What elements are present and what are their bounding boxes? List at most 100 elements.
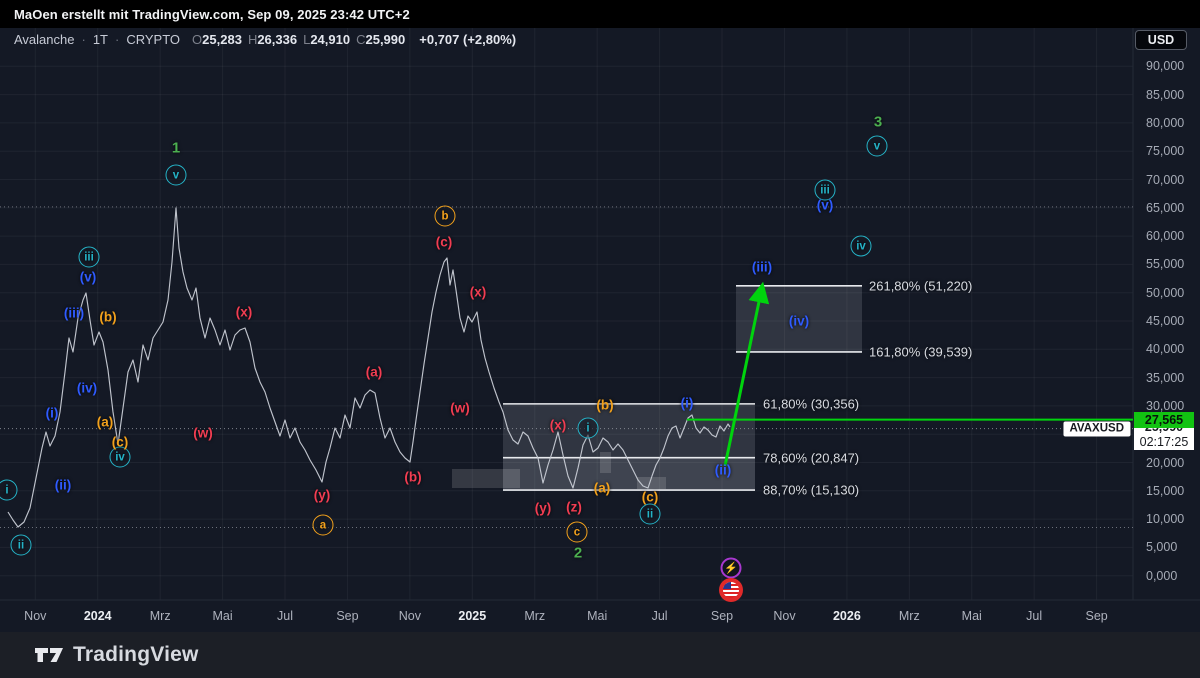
wave-label-iii[interactable]: iii — [78, 246, 100, 268]
separator-dot: · — [81, 32, 86, 47]
time-tick-label: Mai — [961, 609, 982, 623]
time-tick-label: Mrz — [898, 609, 920, 623]
wave-label-i[interactable]: i — [577, 417, 599, 439]
wave-label-iv[interactable]: (iv) — [788, 313, 810, 329]
wave-label-a[interactable]: (a) — [593, 480, 611, 496]
price-tick-label: 80,000 — [1146, 115, 1185, 130]
price-tick-label: 50,000 — [1146, 285, 1185, 300]
event-lightning-icon[interactable]: ⚡ — [720, 557, 742, 579]
wave-label-c[interactable]: (c) — [641, 489, 659, 505]
symbol-info-row: Avalanche · 1T · CRYPTO O25,283 H26,336 L2… — [14, 32, 516, 47]
us-flag-icon — [723, 582, 739, 598]
fib-level-label: 88,70% (15,130) — [763, 482, 860, 498]
wave-label-c[interactable]: (c) — [435, 234, 453, 250]
price-tick-label: 5,000 — [1146, 540, 1178, 555]
wave-label-iv[interactable]: iv — [850, 235, 872, 257]
wave-label-2[interactable]: 2 — [573, 544, 583, 562]
wave-label-iv[interactable]: (iv) — [76, 380, 98, 396]
time-tick-label: 2026 — [832, 609, 861, 623]
wave-label-b[interactable]: (b) — [596, 397, 614, 413]
wave-label-v[interactable]: (v) — [816, 197, 834, 213]
price-tick-label: 20,000 — [1146, 455, 1185, 470]
wave-label-a[interactable]: a — [312, 514, 334, 536]
separator-dot: · — [115, 32, 120, 47]
wave-label-iii[interactable]: (iii) — [751, 259, 773, 275]
event-us-flag-icon[interactable] — [719, 578, 743, 602]
wave-label-i[interactable]: (i) — [45, 405, 59, 421]
price-tick-label: 40,000 — [1146, 342, 1185, 357]
ohlc-letter: L — [303, 32, 311, 47]
wave-label-x[interactable]: (x) — [235, 304, 253, 320]
price-tick-label: 60,000 — [1146, 229, 1185, 244]
wave-label-y[interactable]: (y) — [534, 500, 552, 516]
wave-label-w[interactable]: (w) — [450, 400, 470, 416]
wave-label-c[interactable]: (c) — [111, 434, 129, 450]
watermark-text: MaOen erstellt mit TradingView.com, Sep … — [14, 6, 410, 22]
price-tick-label: 90,000 — [1146, 59, 1185, 74]
ohlc-value: 25,283 — [202, 32, 242, 47]
wave-label-iii[interactable]: iii — [814, 179, 836, 201]
wave-label-3[interactable]: 3 — [873, 113, 883, 131]
wave-label-1[interactable]: 1 — [171, 139, 181, 157]
currency-usd-button[interactable]: USD — [1135, 30, 1187, 50]
wave-label-y[interactable]: (y) — [313, 487, 331, 503]
wave-label-i[interactable]: (i) — [680, 395, 694, 411]
price-chart-canvas[interactable] — [0, 28, 1200, 632]
wave-label-b[interactable]: (b) — [404, 469, 422, 485]
wave-label-i[interactable]: i — [0, 479, 18, 501]
price-tick-label: 15,000 — [1146, 483, 1185, 498]
time-tick-label: Jul — [277, 609, 294, 623]
price-tick-label: 35,000 — [1146, 370, 1185, 385]
tradingview-logo[interactable]: TradingView — [34, 643, 199, 667]
wave-label-b[interactable]: b — [434, 205, 456, 227]
price-tick-label: 0,000 — [1146, 568, 1178, 583]
fib-level-label: 261,80% (51,220) — [869, 278, 973, 294]
price-tick-label: 85,000 — [1146, 87, 1185, 102]
wave-label-z[interactable]: (z) — [566, 499, 582, 515]
wave-label-iii[interactable]: (iii) — [63, 305, 85, 321]
wave-label-x[interactable]: (x) — [549, 417, 567, 433]
wave-label-a[interactable]: (a) — [96, 414, 114, 430]
green-level-price-tag: 27,565 — [1134, 411, 1194, 428]
symbol-price-pill: AVAXUSD — [1063, 421, 1130, 437]
time-tick-label: Sep — [336, 609, 359, 623]
ohlc-value: 24,910 — [310, 32, 351, 47]
wave-label-ii[interactable]: (ii) — [54, 477, 72, 493]
time-tick-label: Mai — [587, 609, 608, 623]
wave-label-w[interactable]: (w) — [193, 425, 213, 441]
price-tick-label: 55,000 — [1146, 257, 1185, 272]
wave-label-c[interactable]: c — [566, 521, 588, 543]
price-tick-label: 30,000 — [1146, 398, 1185, 413]
tradingview-logo-icon — [35, 648, 63, 662]
price-tick-label: 45,000 — [1146, 314, 1185, 328]
wave-label-v[interactable]: v — [165, 164, 187, 186]
bar-countdown: 02:17:25 — [1139, 434, 1189, 449]
wave-label-iv[interactable]: iv — [109, 446, 131, 468]
wave-label-ii[interactable]: ii — [10, 534, 32, 556]
wave-label-b[interactable]: (b) — [99, 309, 117, 325]
symbol-market: CRYPTO — [126, 32, 181, 47]
wave-label-ii[interactable]: (ii) — [714, 462, 732, 478]
time-tick-label: Nov — [398, 609, 421, 623]
time-tick-label: Mai — [212, 609, 233, 623]
watermark-bar: MaOen erstellt mit TradingView.com, Sep … — [0, 0, 1200, 28]
time-tick-label: Jul — [651, 609, 668, 623]
ohlc-letter: C — [356, 32, 366, 47]
wave-label-ii[interactable]: ii — [639, 503, 661, 525]
footer-bar: TradingView — [0, 632, 1200, 678]
time-tick-label: 2025 — [458, 609, 487, 623]
time-tick-label: Nov — [24, 609, 47, 623]
symbol-name: Avalanche — [14, 32, 75, 47]
price-tick-label: 75,000 — [1146, 144, 1185, 159]
chart-pane[interactable]: Avalanche · 1T · CRYPTO O25,283 H26,336 L2… — [0, 28, 1200, 632]
wave-label-v[interactable]: v — [866, 135, 888, 157]
time-tick-label: Sep — [1085, 609, 1108, 623]
price-tick-label: 70,000 — [1146, 172, 1185, 187]
wave-label-a[interactable]: (a) — [365, 364, 383, 380]
tradingview-logo-text: TradingView — [73, 643, 199, 666]
wave-label-v[interactable]: (v) — [79, 269, 97, 285]
ohlc-letter: H — [247, 32, 258, 47]
price-tick-label: 10,000 — [1146, 512, 1185, 527]
wave-label-x[interactable]: (x) — [469, 284, 487, 300]
